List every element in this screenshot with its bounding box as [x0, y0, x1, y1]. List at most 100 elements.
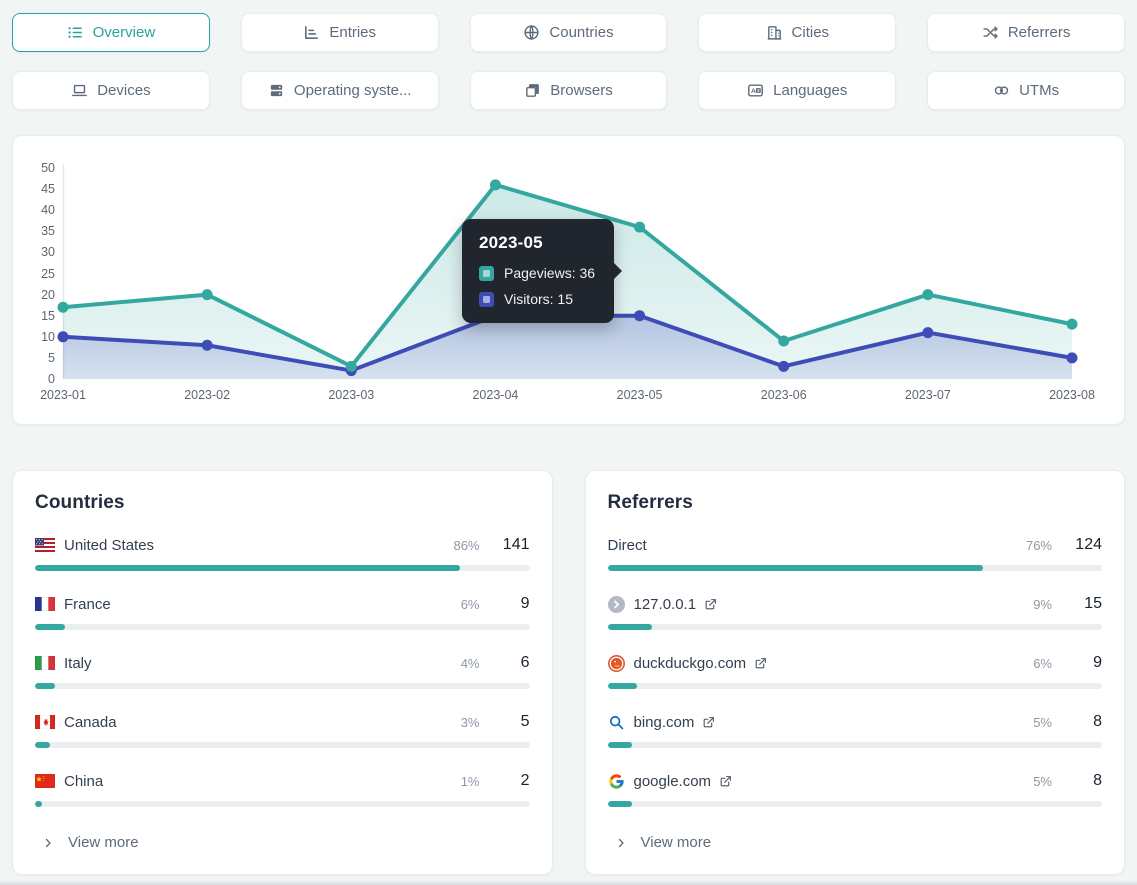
y-axis-tick: 45 [41, 182, 55, 197]
pageviews-point[interactable] [778, 335, 790, 347]
visitors-point[interactable] [634, 310, 646, 322]
pageviews-point[interactable] [634, 221, 646, 233]
tooltip-legend: Pageviews: 36 Visitors: 15 [479, 265, 598, 307]
stat-name: France [64, 595, 111, 613]
visitors-point[interactable] [778, 360, 790, 372]
y-axis-tick: 50 [41, 161, 55, 175]
stat-name: google.com [633, 772, 712, 790]
pageviews-line [61, 182, 1074, 369]
stat-name: China [64, 772, 104, 790]
visitors-point[interactable] [1066, 352, 1078, 364]
stat-name: United States [64, 536, 155, 554]
tab-label: Languages [773, 82, 848, 99]
svg-text:2: 2 [757, 88, 760, 93]
pageviews-point[interactable] [57, 301, 69, 313]
x-axis-tick: 2023-07 [904, 388, 951, 402]
stat-name: duckduckgo.com [633, 654, 747, 672]
tab-label: Operating syste... [293, 82, 412, 99]
y-axis-tick: 20 [41, 287, 55, 302]
stat-count: 9 [520, 595, 530, 612]
chart-card: 2023-05 Pageviews: 36 Visitors: 15 0 5 10 15… [12, 135, 1125, 425]
countries-view-more-link[interactable]: View more [35, 830, 530, 857]
stat-bar-fill [35, 624, 65, 630]
tab-referrers[interactable]: Referrers [927, 13, 1125, 52]
stat-bar-fill [35, 801, 43, 807]
stat-row-head: France 6% 9 [35, 594, 530, 614]
stat-bar-track [35, 565, 530, 571]
x-axis-tick: 2023-05 [616, 388, 663, 402]
pageviews-point[interactable] [1066, 318, 1078, 330]
stat-percent: 5% [1033, 773, 1052, 789]
referrers-card: Referrers Direct 76% 124 127.0.0.1 9% 15 [584, 470, 1125, 875]
bing-favicon [608, 714, 625, 731]
link-icon [993, 82, 1010, 99]
tab-cities[interactable]: Cities [698, 13, 897, 52]
x-axis-tick: 2023-04 [472, 388, 519, 402]
stat-row: Italy 4% 6 [35, 653, 530, 689]
stat-row: France 6% 9 [35, 594, 530, 630]
fr-flag [35, 597, 55, 611]
tab-entries[interactable]: Entries [240, 13, 439, 52]
pageviews-point[interactable] [922, 289, 934, 301]
y-axis-tick: 5 [48, 350, 55, 365]
pageviews-point[interactable] [201, 289, 213, 301]
building-icon [766, 24, 783, 41]
tooltip-title: 2023-05 [479, 233, 543, 252]
windows-icon [524, 82, 541, 99]
external-link-icon[interactable] [702, 716, 715, 729]
stat-bar-fill [35, 742, 50, 748]
tab-label: Countries [549, 24, 614, 41]
y-axis-tick: 25 [41, 266, 55, 281]
stat-count: 15 [1084, 595, 1102, 612]
server-icon [268, 82, 285, 99]
tab-overview[interactable]: Overview [12, 13, 210, 52]
stat-count: 8 [1093, 713, 1102, 730]
y-axis-tick: 10 [41, 329, 55, 344]
tab-countries[interactable]: Countries [469, 13, 668, 52]
stat-name: bing.com [633, 713, 695, 731]
visitors-point[interactable] [922, 327, 934, 339]
stat-percent: 6% [1033, 655, 1052, 671]
stat-row-head: China 1% 2 [35, 771, 530, 791]
stat-name: 127.0.0.1 [633, 595, 697, 613]
stat-count: 9 [1093, 654, 1102, 671]
pageviews-point[interactable] [489, 179, 501, 191]
y-axis-tick: 40 [41, 203, 55, 218]
tooltip-row: Visitors: 15 [479, 291, 598, 307]
visitors-point[interactable] [57, 331, 69, 343]
tab-label: Overview [92, 24, 156, 41]
y-axis-tick: 30 [41, 245, 55, 260]
external-link-icon[interactable] [754, 657, 767, 670]
stat-count: 124 [1075, 536, 1102, 553]
stat-bar-track [35, 742, 530, 748]
ca-flag [35, 715, 55, 729]
cn-flag [35, 774, 55, 788]
stat-row: duckduckgo.com 6% 9 [607, 653, 1102, 689]
tab-label: Browsers [550, 82, 613, 99]
laptop-icon [71, 82, 88, 99]
stat-name: Italy [64, 654, 92, 672]
chart-tooltip: 2023-05 Pageviews: 36 Visitors: 15 [462, 219, 622, 323]
tab-operating-syste[interactable]: Operating syste... [240, 71, 439, 110]
tab-browsers[interactable]: Browsers [469, 71, 668, 110]
y-axis-tick: 0 [48, 372, 55, 386]
stat-percent: 86% [453, 537, 480, 553]
stat-percent: 1% [460, 773, 480, 789]
external-link-icon[interactable] [704, 598, 717, 611]
stat-name: Canada [64, 713, 117, 731]
countries-card: Countries United States 86% 141 France 6… [12, 470, 553, 875]
tab-label: Entries [329, 24, 377, 41]
tab-devices[interactable]: Devices [12, 71, 210, 110]
visitors-point[interactable] [201, 339, 213, 351]
pageviews-point[interactable] [345, 360, 357, 372]
tab-utms[interactable]: UTMs [927, 71, 1125, 110]
stat-row: bing.com 5% 8 [607, 712, 1102, 748]
external-link-icon[interactable] [719, 775, 732, 788]
stat-bar-track [607, 624, 1102, 630]
referrers-view-more-link[interactable]: View more [608, 830, 1103, 857]
breakdown-cards: Countries United States 86% 141 France 6… [12, 470, 1125, 875]
stat-bar-track [607, 742, 1102, 748]
tab-label: Devices [97, 82, 151, 99]
x-axis-tick: 2023-06 [760, 388, 807, 402]
